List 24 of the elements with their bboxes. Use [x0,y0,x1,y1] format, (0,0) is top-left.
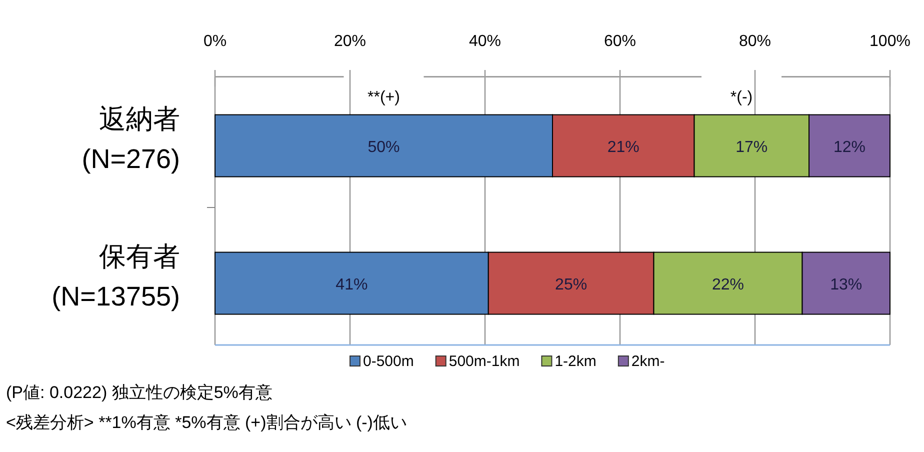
data-label: 12% [833,138,866,156]
legend-label: 1-2km [554,353,596,370]
data-label: 25% [555,276,588,294]
data-label: 50% [368,138,400,156]
x-tick-label: 100% [870,33,910,50]
x-tick-label: 20% [334,33,366,50]
x-tick-label: 40% [468,33,502,50]
legend-label: 0-500m [363,353,414,370]
x-tick-label: 80% [738,33,772,50]
x-tick-label: 60% [604,33,636,50]
legend-label: 2km- [631,353,665,370]
annotation: **(+) [368,88,400,106]
legend-label: 500m-1km [448,353,520,370]
data-label: 17% [736,138,768,156]
annotation: *(-) [730,88,753,106]
data-label: 21% [607,138,640,156]
text: (P値: 0.0222) 独立性の検定5%有意 [6,383,272,402]
y-tick-label: 保有者 (N=13755) [52,241,180,312]
data-label: 22% [712,276,744,294]
y-tick-label: 返納者 (N=276) [82,104,180,174]
data-label: 13% [830,276,862,294]
x-tick-label: 0% [203,33,227,50]
text: <残差分析> **1%有意 *5%有意 (+)割合が高い (-)低い [6,413,407,432]
data-label: 41% [336,276,368,294]
